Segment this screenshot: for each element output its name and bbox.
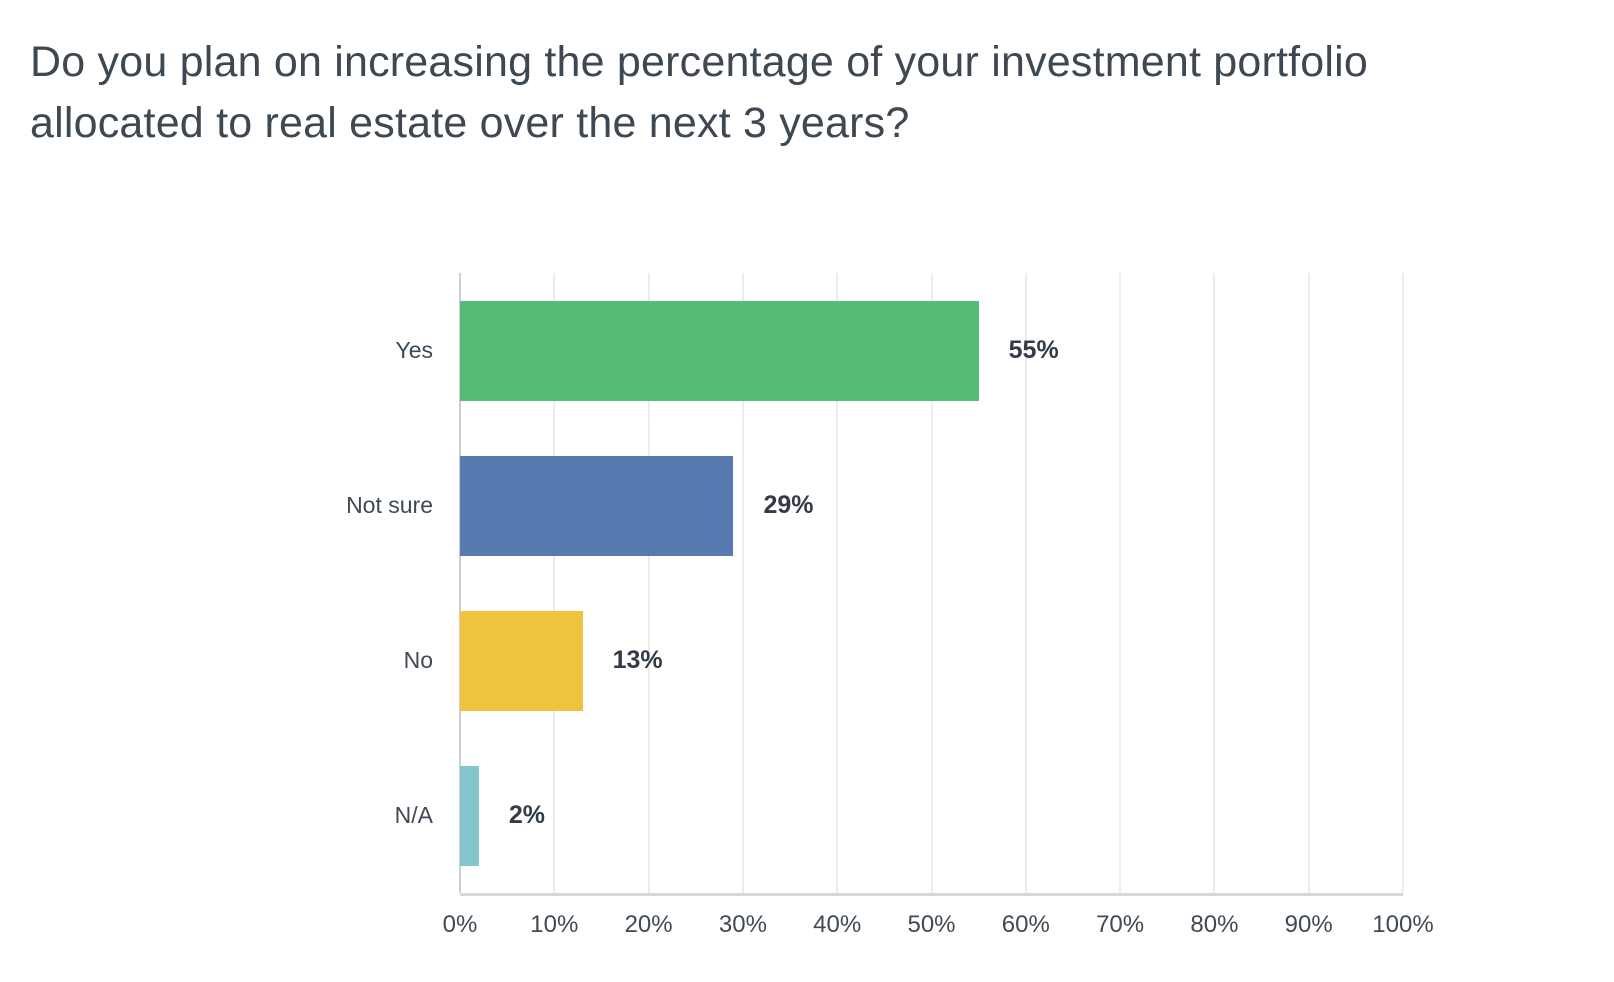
x-axis-tick-label: 0% [442,911,478,938]
bar-row: N/A 2% [395,738,1403,893]
value-label: 13% [612,646,663,674]
gridline [553,273,556,893]
x-axis-tick-label: 40% [813,911,862,938]
category-label: N/A [394,802,433,828]
x-axis-tick-label: 50% [907,911,956,938]
x-axis: 0% 10% 20% 30% 40% 50% 60% 70% 80% 90% 100% [443,893,1434,953]
bar-row: No 13% [404,583,1403,738]
chart-title-line-1: Do you plan on increasing the percentage… [30,38,1369,86]
x-axis-tick-label: 100% [1372,911,1434,938]
bar[interactable] [460,300,979,401]
value-label: 2% [508,801,545,829]
chart-title: Do you plan on increasing the percentage… [30,32,1585,154]
gridline [836,273,839,893]
value-label: 55% [1008,336,1059,364]
bar[interactable] [460,610,583,711]
bar[interactable] [460,455,734,556]
x-axis-tick-label: 20% [624,911,673,938]
bar[interactable] [460,765,479,866]
x-axis-tick-label: 60% [1001,911,1050,938]
gridline [1119,273,1122,893]
value-label: 29% [763,491,814,519]
x-axis-tick-label: 80% [1190,911,1239,938]
bar-rows: Yes 55% Not sure 29% No 13% N/A 2% [346,273,1403,893]
gridline [1402,273,1404,893]
plot-area: Yes 55% Not sure 29% No 13% N/A 2% 0% 10%… [346,273,1434,938]
bar-row: Not sure 29% [346,428,1403,583]
gridlines [459,273,1404,893]
gridline [1213,273,1216,893]
gridline [741,273,744,893]
gridline [1024,273,1027,893]
gridline [1307,273,1310,893]
x-axis-tick-label: 70% [1096,911,1145,938]
bar-row: Yes 55% [395,273,1403,428]
gridline [459,273,461,893]
x-axis-tick-label: 30% [718,911,767,938]
chart-title-line-2: allocated to real estate over the next 3… [30,99,910,147]
category-label: Yes [395,337,433,363]
x-axis-tick-label: 90% [1284,911,1333,938]
category-label: No [403,647,433,673]
gridline [647,273,650,893]
x-axis-tick-label: 10% [530,911,579,938]
category-label: Not sure [346,492,433,518]
gridline [930,273,933,893]
